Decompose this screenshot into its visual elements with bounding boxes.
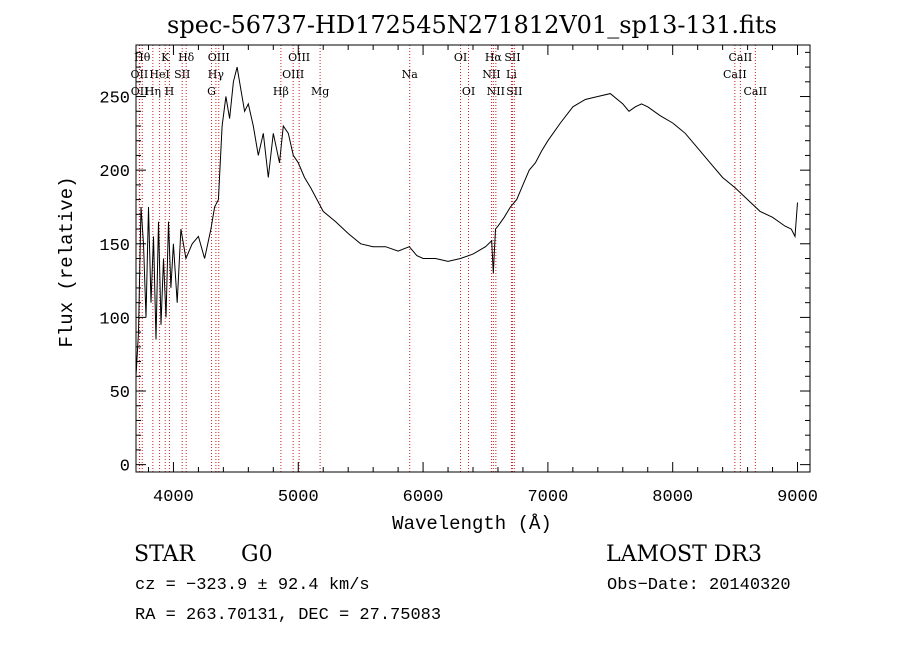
y-axis-ticks: 0 50 100 150 200 250 [99, 51, 810, 477]
spectral-line-label: CaII [743, 85, 767, 98]
spectral-line-label: OI [462, 85, 475, 98]
spectral-line-label: G [207, 85, 216, 98]
y-axis-label: Flux (relative) [56, 176, 78, 347]
plot-frame [135, 44, 811, 473]
x-tick-label: 5000 [278, 488, 319, 507]
x-tick-label: 7000 [527, 488, 568, 507]
spectral-line-label: OIII [282, 68, 304, 81]
observation-date: Obs−Date: 20140320 [607, 576, 791, 595]
spectral-line-label: K [161, 51, 170, 64]
object-class: STAR [134, 542, 196, 567]
spectral-line-label: Li [506, 68, 517, 81]
spectral-line-label: Hδ [178, 51, 195, 64]
spectral-line-labels: OII OII Hθ Hη HeI K H SII Hδ Hγ OIII G Hβ OIII OIII Mg N… [131, 51, 768, 98]
spectral-line-label: Hθ [134, 51, 151, 64]
spectral-line-label: SII [174, 68, 190, 81]
spectral-line-label: Hα [485, 51, 503, 64]
spectral-line-label: OII [131, 85, 149, 98]
flux-series-line [136, 66, 798, 377]
spectral-line-label: NII [482, 68, 500, 81]
y-tick-label: 0 [120, 458, 130, 477]
x-axis-label: Wavelength (Å) [392, 513, 552, 535]
x-tick-label: 4000 [153, 488, 194, 507]
spectral-line-label: NII [487, 85, 505, 98]
y-tick-label: 250 [99, 90, 130, 109]
x-tick-label: 9000 [777, 488, 818, 507]
spectral-line-label: SII [506, 85, 522, 98]
spectral-line-label: OII [131, 68, 149, 81]
coordinates-readout: RA = 263.70131, DEC = 27.75083 [135, 606, 441, 625]
y-tick-label: 50 [110, 384, 130, 403]
y-tick-label: 200 [99, 163, 130, 182]
y-tick-label: 150 [99, 237, 130, 256]
spectral-line-label: Hγ [208, 68, 225, 81]
spectral-line-label: OIII [208, 51, 230, 64]
x-tick-label: 8000 [652, 488, 693, 507]
spectral-line-label: Na [402, 68, 419, 81]
spectral-line-markers [138, 45, 756, 472]
spectral-line-label: SII [504, 51, 520, 64]
x-tick-label: 6000 [403, 488, 444, 507]
spectral-line-label: HeI [149, 68, 169, 81]
spectral-line-label: Hη [145, 85, 161, 98]
spectral-line-label: Hβ [273, 85, 289, 98]
x-axis-ticks: 4000 5000 6000 7000 8000 9000 [147, 45, 818, 507]
object-subclass: G0 [241, 542, 273, 567]
redshift-readout: cz = −323.9 ± 92.4 km/s [135, 576, 370, 595]
spectral-line-label: CaII [723, 68, 747, 81]
spectral-line-label: OI [454, 51, 467, 64]
y-tick-label: 100 [99, 310, 130, 329]
spectral-line-label: Mg [311, 85, 329, 98]
spectral-line-label: H [165, 85, 175, 98]
survey-name: LAMOST DR3 [606, 542, 762, 567]
spectral-line-label: CaII [729, 51, 753, 64]
spectral-line-label: OIII [288, 51, 310, 64]
chart-title: spec-56737-HD172545N271812V01_sp13-131.f… [167, 11, 777, 39]
